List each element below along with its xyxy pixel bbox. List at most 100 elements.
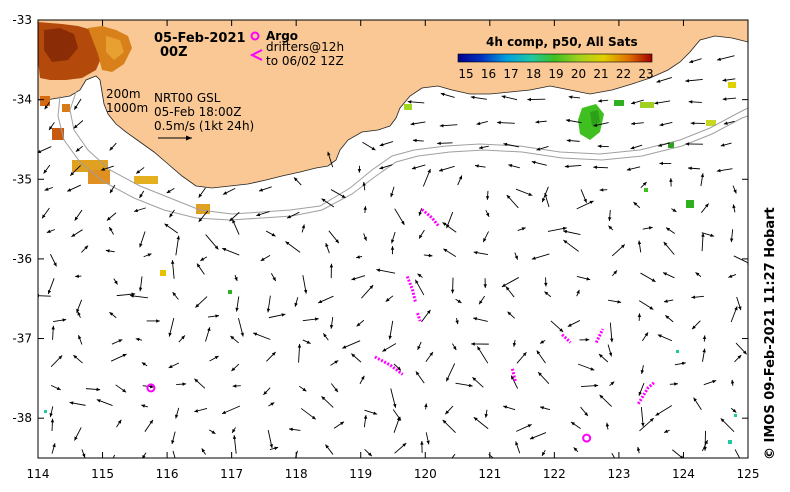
current-vector-head [388,335,392,340]
current-vector-head [285,241,290,246]
current-vector-head [704,203,709,208]
current-vector-head [76,308,80,313]
current-vector-head [571,421,576,426]
current-vector-head [702,348,706,353]
x-tick-label: 124 [672,467,695,481]
colorbar-tick-label: 18 [526,67,541,81]
current-vector-head [369,285,374,289]
current-vector-head [272,277,276,282]
current-vector-head [693,397,697,402]
current-vector-head [457,299,462,303]
x-tick-label: 122 [543,467,566,481]
current-vector-head [674,382,678,386]
current-vector [112,454,116,458]
current-vector-head [440,92,445,97]
current-vector-head [429,351,433,356]
current-vector-head [77,311,81,316]
current-vector-head [446,377,450,382]
current-vector-head [78,335,82,340]
current-vector-head [704,440,708,445]
current-vector-head [584,412,588,416]
current-vector-head [418,211,422,216]
current-vector-head [351,277,356,281]
current-vector-head [101,167,106,171]
current-vector-head [728,274,733,278]
current-vector-head [122,388,127,393]
current-vector-head [311,415,316,420]
current-vector-head [562,226,567,231]
current-vector-head [396,416,401,421]
drifter-legend-line1: drifters@12h [266,40,344,54]
current-vector-head [442,419,447,424]
x-tick-label: 125 [737,467,760,481]
current-vector-head [42,214,46,219]
current-vector-head [74,105,78,110]
current-vector-head [567,323,572,327]
current-vector-head [637,313,642,318]
current-vector-head [194,409,199,413]
current-vector-head [656,79,661,83]
current-vector-head [672,208,677,212]
y-tick-label: -35 [12,172,32,186]
x-tick-label: 123 [607,467,630,481]
current-vector-head [468,383,473,388]
current-vector-head [512,342,517,347]
current-vector-head [716,168,721,173]
current-vector-head [649,306,654,310]
current-vector-head [373,411,378,415]
y-tick-label: -37 [12,332,32,346]
current-vector-head [507,311,512,316]
current-vector-head [415,371,420,376]
current-vector-head [135,337,140,342]
current-vector-head [617,300,622,304]
current-vector-head [149,419,153,424]
y-tick-label: -34 [12,93,32,107]
current-vector-head [669,178,673,182]
current-vector-head [598,354,603,358]
current-vector-head [732,204,736,209]
current-vector-head [281,313,286,317]
current-vector-head [729,238,734,243]
x-tick-label: 121 [478,467,501,481]
drifter-track [405,275,418,304]
current-vector-head [58,355,63,360]
current-vector-head [44,105,49,110]
current-vector-head [266,308,271,313]
current-vector-head [71,233,76,237]
current-vector-head [734,306,738,311]
current-vector-head [528,192,533,196]
current-vector-head [563,229,568,234]
current-vector-head [688,166,692,170]
current-vector-head [538,372,542,376]
current-vector-head [531,256,536,260]
current-vector-head [44,187,49,191]
current-vector-head [564,164,569,169]
y-tick-label: -38 [12,411,32,425]
current-vector-head [260,257,265,261]
current-vector-head [325,444,329,449]
current-vector-head [46,229,51,233]
current-vector-head [443,248,448,253]
current-vector-head [361,375,365,380]
current-vector-head [351,353,356,358]
current-vector [451,453,456,458]
current-vector-head [147,253,152,257]
current-vector-head [720,143,725,147]
current-vector-head [271,232,276,237]
current-vector-head [563,240,568,244]
current-vector-head [568,95,573,99]
colorbar-tick-label: 16 [481,67,496,81]
current-vector-head [271,352,276,356]
current-vector-head [479,300,483,305]
current-vector-head [701,233,705,237]
current-vector-head [376,268,381,272]
current-vector-head [170,260,175,264]
current-vector-head [648,226,653,230]
current-vector-head [357,168,362,173]
y-tick-label: -36 [12,252,32,266]
current-vector-head [659,161,663,166]
current-vector-head [720,418,725,423]
current-vector-head [630,145,635,150]
current-vector-head [642,182,647,186]
current-vector-head [505,286,510,291]
